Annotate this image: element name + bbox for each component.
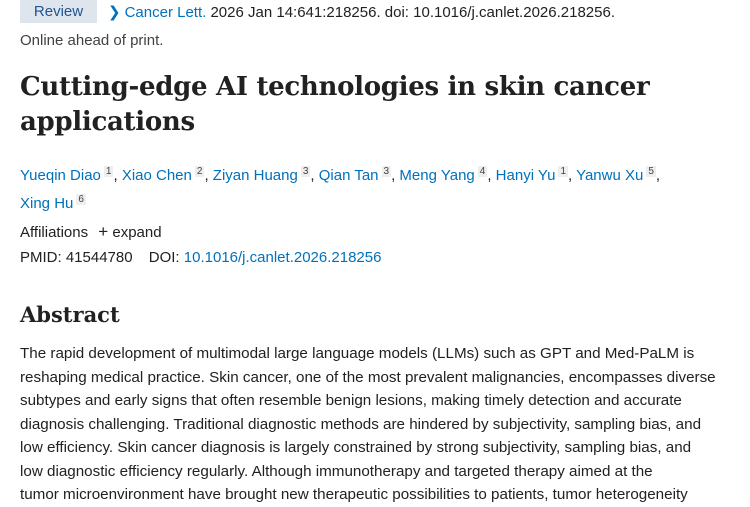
affiliation-ref[interactable]: 3 xyxy=(381,166,392,177)
article-title: Cutting-edge AI technologies in skin can… xyxy=(20,70,650,140)
expand-label[interactable]: expand xyxy=(112,224,162,241)
abstract-line: diagnosis challenging. Traditional diagn… xyxy=(20,415,702,433)
author-link[interactable]: Xing Hu xyxy=(20,195,74,212)
affiliation-ref[interactable]: 1 xyxy=(103,166,114,177)
doi-link[interactable]: 10.1016/j.canlet.2026.218256 xyxy=(183,249,382,266)
chevron-right-icon[interactable]: ❯ xyxy=(108,4,121,21)
pmid-value: 41544780 xyxy=(65,249,133,266)
author-link[interactable]: Xiao Chen xyxy=(121,167,192,184)
pmid-label: PMID: xyxy=(20,249,62,266)
author-link[interactable]: Yueqin Diao xyxy=(20,167,101,184)
author-list: Yueqin Diao 1, Xiao Chen 2, Ziyan Huang 3, … xyxy=(20,166,661,212)
abstract-line: reshaping medical practice. Skin cancer,… xyxy=(20,368,716,386)
doi-label: DOI: xyxy=(148,249,180,266)
citation: ❯ Cancer Lett. 2026 Jan 14:641:218256. do… xyxy=(108,3,615,21)
publication-status: Online ahead of print. xyxy=(20,32,164,49)
author-link[interactable]: Yanwu Xu xyxy=(576,167,644,184)
abstract-line: subtypes and early signs that often rese… xyxy=(20,392,682,409)
citation-details: 2026 Jan 14:641:218256. doi: 10.1016/j.c… xyxy=(210,4,615,21)
affiliation-ref[interactable]: 3 xyxy=(300,166,311,177)
affiliation-ref[interactable]: 1 xyxy=(558,166,568,177)
affiliations-label: Affiliations xyxy=(20,224,89,241)
abstract-line: low efficiency. Skin cancer diagnosis is… xyxy=(20,439,692,456)
abstract-line: tumor microenvironment have brought new … xyxy=(20,486,688,503)
author-link[interactable]: Qian Tan xyxy=(318,167,379,184)
affiliation-ref[interactable]: 6 xyxy=(76,194,86,205)
author-link[interactable]: Hanyi Yu xyxy=(495,167,556,184)
affiliation-ref[interactable]: 2 xyxy=(194,166,205,177)
article-type-badge: Review xyxy=(20,0,97,23)
affiliation-ref[interactable]: 4 xyxy=(477,166,488,177)
abstract-line: The rapid development of multimodal larg… xyxy=(20,345,695,362)
plus-icon: + xyxy=(98,222,109,241)
abstract-text: The rapid development of multimodal larg… xyxy=(20,342,716,507)
title-line: Cutting-edge AI technologies in skin can… xyxy=(20,72,650,102)
title-line: applications xyxy=(20,107,195,137)
affiliations-toggle[interactable]: Affiliations + expand xyxy=(20,222,162,242)
author-link[interactable]: Meng Yang xyxy=(399,167,475,184)
abstract-line: low diagnostic efficiency regularly. Alt… xyxy=(20,462,653,480)
journal-link[interactable]: Cancer Lett. xyxy=(124,4,207,21)
article-ids: PMID: 41544780 DOI: 10.1016/j.canlet.202… xyxy=(20,249,381,266)
abstract-heading: Abstract xyxy=(20,302,120,327)
author-link[interactable]: Ziyan Huang xyxy=(212,167,298,184)
affiliation-ref[interactable]: 5 xyxy=(646,166,656,177)
